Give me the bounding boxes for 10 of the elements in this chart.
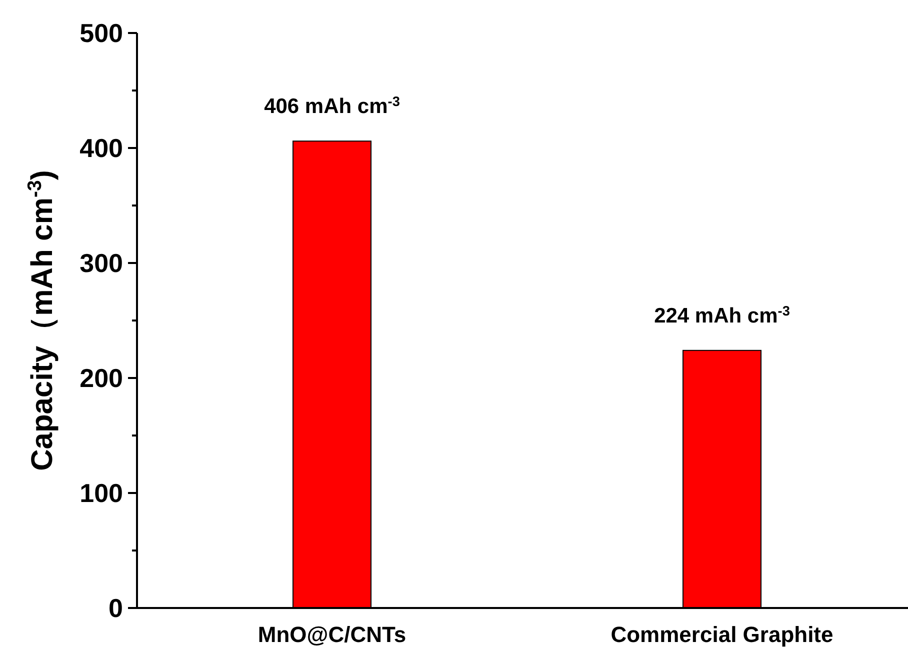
x-tick-label: Commercial Graphite [610, 622, 834, 647]
data-label: 224 mAh cm$^{-3}$ [654, 302, 790, 328]
data-label: 406 mAh cm$^{-3}$ [264, 94, 400, 118]
y-tick-label: 500 [80, 18, 123, 48]
y-tick-label: 200 [80, 363, 123, 394]
x-tick-label: MnO@C/CNTs [258, 622, 406, 647]
y-tick-label: 100 [80, 478, 123, 508]
y-tick-label: 400 [80, 133, 123, 164]
y-tick-label: 0 [108, 593, 123, 624]
y-tick-label: 300 [80, 248, 123, 278]
